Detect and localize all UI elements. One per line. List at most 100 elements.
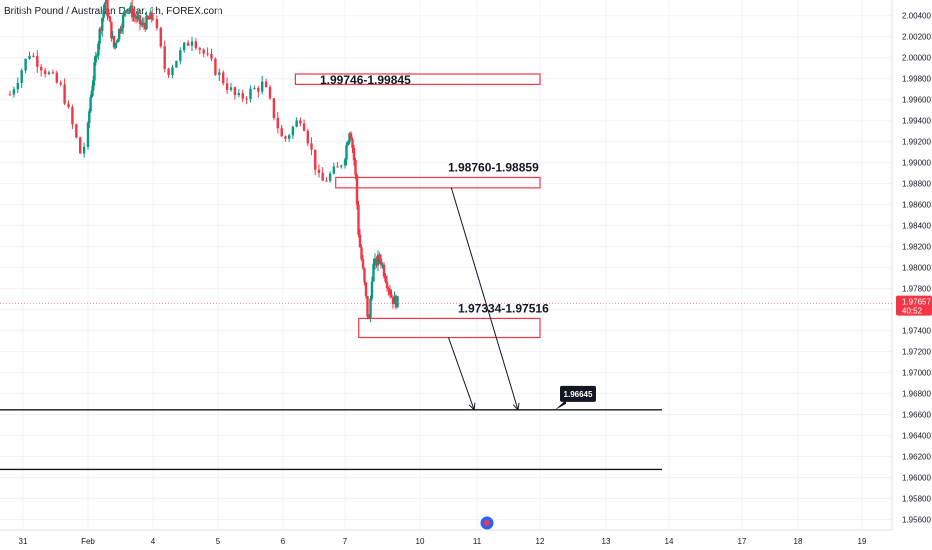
candle-body xyxy=(349,133,353,140)
candle-body xyxy=(218,72,221,76)
candle-body xyxy=(194,41,198,49)
candle-body xyxy=(167,68,170,76)
candle-body xyxy=(245,98,248,100)
candle-body xyxy=(90,90,94,98)
candle-body xyxy=(253,88,256,90)
candle-body xyxy=(163,46,166,69)
arrow-line-1[interactable] xyxy=(448,337,475,410)
target-note-box[interactable] xyxy=(560,385,596,402)
x-tick-label: 18 xyxy=(794,537,803,546)
candle-body xyxy=(261,81,264,92)
candle-body xyxy=(345,145,348,160)
candle-body xyxy=(89,97,92,112)
y-tick-label: 1.98800 xyxy=(902,180,931,189)
zone-rect-3[interactable] xyxy=(358,317,541,339)
candle-body xyxy=(388,289,392,295)
candle-body xyxy=(190,41,194,46)
candle-body xyxy=(272,98,276,118)
x-tick-label: 19 xyxy=(858,537,867,546)
y-tick-label: 1.95800 xyxy=(902,495,931,504)
candle-body xyxy=(387,287,390,290)
candle-body xyxy=(82,146,86,154)
candle-body xyxy=(302,123,306,131)
candle-body xyxy=(284,136,287,139)
y-tick-label: 1.96600 xyxy=(902,411,931,420)
candle-body xyxy=(86,122,90,147)
candle-body xyxy=(257,88,260,92)
candle-body xyxy=(105,0,108,3)
candle-body xyxy=(138,15,142,24)
candle-body xyxy=(94,55,97,63)
candle-body xyxy=(97,43,100,56)
candle-body xyxy=(354,160,357,175)
candle-body xyxy=(390,294,393,298)
y-tick-label: 1.97000 xyxy=(902,369,931,378)
arrow-line-2[interactable] xyxy=(450,187,519,410)
zone-label-3: 1.97334-1.97516 xyxy=(458,301,549,315)
candle-body xyxy=(107,16,110,18)
candle-body xyxy=(63,84,66,104)
candle-body xyxy=(123,10,126,15)
candle-body xyxy=(102,10,105,18)
candle-body xyxy=(376,254,380,266)
arrow-head-2 xyxy=(512,402,520,411)
candle-body xyxy=(373,258,377,264)
x-tick-label: 5 xyxy=(216,537,221,546)
candle-body xyxy=(159,27,162,47)
candle-body xyxy=(134,16,138,19)
x-tick-label: 4 xyxy=(151,537,156,546)
zone-rect-2[interactable] xyxy=(335,176,541,189)
zone-rect-1[interactable] xyxy=(294,73,541,85)
candle-body xyxy=(357,204,360,235)
current-price-value: 1.97657 xyxy=(902,298,931,307)
candle-body xyxy=(175,60,178,68)
candle-body xyxy=(142,22,146,26)
candle-body xyxy=(55,72,58,83)
candle-body xyxy=(358,234,362,248)
candle-body xyxy=(372,263,375,282)
candle-body xyxy=(325,180,328,182)
candle-body xyxy=(24,58,27,71)
candle-body xyxy=(116,39,120,43)
candle-body xyxy=(47,72,51,75)
candle-body xyxy=(202,49,205,54)
zone-label-1: 1.99746-1.99845 xyxy=(320,73,411,87)
candle-body xyxy=(171,67,174,76)
candle-body xyxy=(145,15,148,29)
x-tick-label: 13 xyxy=(602,537,611,546)
candle-body xyxy=(71,107,74,125)
x-tick-label: 6 xyxy=(281,537,286,546)
candle-body xyxy=(103,2,107,11)
candle-body xyxy=(214,58,217,76)
candle-body xyxy=(40,66,43,71)
candle-body xyxy=(136,16,139,19)
y-tick-label: 1.96400 xyxy=(902,432,931,441)
candle-body xyxy=(147,18,151,20)
x-tick-label: 12 xyxy=(536,537,545,546)
candle-body xyxy=(317,169,321,173)
y-tick-label: 1.97200 xyxy=(902,348,931,357)
candle-body xyxy=(340,165,343,167)
candle-body xyxy=(8,94,12,96)
candle-body xyxy=(146,15,149,19)
y-tick-label: 1.96000 xyxy=(902,474,931,483)
candle-body xyxy=(98,28,101,44)
candle-body xyxy=(391,297,395,305)
candle-body xyxy=(328,173,332,181)
candle-body xyxy=(280,128,283,137)
candle-body xyxy=(363,268,366,283)
candle-body xyxy=(115,42,118,44)
candle-body xyxy=(369,298,372,319)
y-tick-label: 1.99200 xyxy=(902,138,931,147)
candle-body xyxy=(393,295,396,305)
x-tick-label: 11 xyxy=(473,537,482,546)
candle-body xyxy=(129,5,133,10)
candle-body xyxy=(75,124,78,138)
candle-body xyxy=(375,258,378,266)
candle-body xyxy=(379,258,383,265)
x-tick-label: 17 xyxy=(738,537,747,546)
y-tick-label: 1.99400 xyxy=(902,117,931,126)
candle-body xyxy=(321,172,324,181)
candle-body xyxy=(93,62,96,81)
